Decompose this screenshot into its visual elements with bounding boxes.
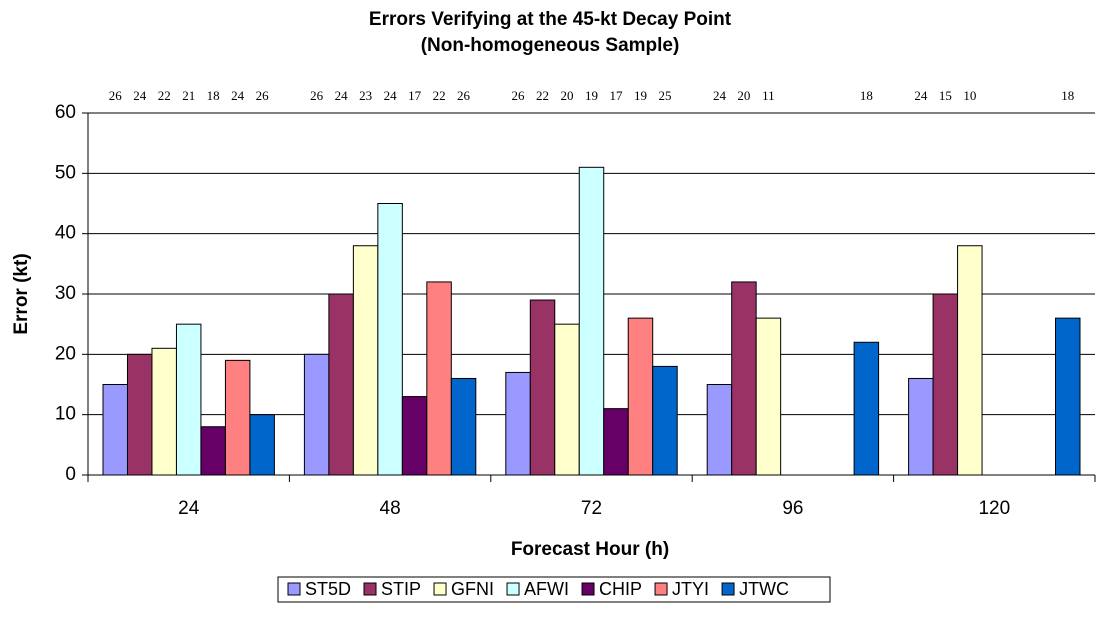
sample-size-label: 24 <box>914 88 928 103</box>
legend-swatch <box>433 582 447 596</box>
legend-swatch <box>506 582 520 596</box>
bar <box>652 365 678 476</box>
legend-label: CHIP <box>599 579 642 599</box>
bar <box>957 245 983 476</box>
bar <box>352 245 379 476</box>
bar <box>578 166 605 476</box>
bar <box>126 353 153 476</box>
sample-size-label: 22 <box>158 88 171 103</box>
sample-size-label: 18 <box>207 88 220 103</box>
sample-size-label: 24 <box>384 88 398 103</box>
y-tick-label: 60 <box>55 102 76 123</box>
sample-size-label: 24 <box>335 88 349 103</box>
sample-size-label: 19 <box>634 88 647 103</box>
bar <box>151 347 177 476</box>
bar <box>328 293 354 476</box>
sample-size-label: 23 <box>359 88 372 103</box>
y-tick-label: 20 <box>55 343 76 364</box>
sample-size-label: 26 <box>457 88 471 103</box>
sample-size-label: 20 <box>737 88 750 103</box>
sample-size-label: 19 <box>585 88 598 103</box>
sample-size-label: 26 <box>109 88 123 103</box>
bar <box>175 323 202 476</box>
x-tick-label: 48 <box>380 498 401 519</box>
y-tick-label: 40 <box>55 223 76 244</box>
legend-label: ST5D <box>305 579 351 599</box>
bar <box>505 371 531 476</box>
legend-swatch <box>287 582 301 596</box>
sample-size-label: 10 <box>963 88 976 103</box>
sample-size-label: 21 <box>182 88 195 103</box>
y-tick-label: 10 <box>55 404 76 425</box>
legend-label: GFNI <box>451 579 494 599</box>
sample-size-label: 26 <box>256 88 270 103</box>
bar <box>853 341 880 476</box>
x-tick-label: 72 <box>581 498 602 519</box>
legend-label: JTYI <box>672 579 709 599</box>
bar <box>755 317 782 476</box>
bar <box>200 426 226 476</box>
y-tick-label: 50 <box>55 162 76 183</box>
y-tick-label: 30 <box>55 283 76 304</box>
sample-size-label: 24 <box>713 88 727 103</box>
sample-size-label: 15 <box>939 88 952 103</box>
legend-swatch <box>363 582 377 596</box>
bar <box>603 408 629 476</box>
legend-label: AFWI <box>524 579 569 599</box>
bar <box>908 377 934 476</box>
bar <box>426 281 452 476</box>
bar <box>224 359 251 476</box>
legend-swatch <box>581 582 595 596</box>
sample-size-label: 11 <box>762 88 775 103</box>
legend-swatch <box>721 582 735 596</box>
bar <box>377 203 403 476</box>
bar <box>932 293 959 476</box>
sample-size-label: 24 <box>231 88 245 103</box>
sample-size-label: 24 <box>133 88 147 103</box>
x-tick-label: 24 <box>178 498 200 519</box>
bar <box>401 396 428 476</box>
sample-size-label: 18 <box>1061 88 1074 103</box>
sample-size-label: 26 <box>310 88 324 103</box>
x-tick-label: 96 <box>782 498 803 519</box>
legend-label: JTWC <box>739 579 789 599</box>
x-tick-label: 120 <box>978 498 1010 519</box>
bar <box>706 384 733 476</box>
sample-size-label: 17 <box>609 88 623 103</box>
bar <box>627 317 654 476</box>
legend-swatch <box>654 582 668 596</box>
sample-size-label: 22 <box>433 88 446 103</box>
sample-size-label: 20 <box>561 88 574 103</box>
sample-size-label: 22 <box>536 88 549 103</box>
legend-label: STIP <box>381 579 421 599</box>
chart-subtitle: (Non-homogeneous Sample) <box>421 35 680 56</box>
bar <box>1055 317 1081 476</box>
bar <box>303 353 330 476</box>
bar <box>554 323 580 476</box>
bar <box>731 281 757 476</box>
chart-title: Errors Verifying at the 45-kt Decay Poin… <box>369 9 732 30</box>
sample-size-label: 18 <box>860 88 873 103</box>
bar <box>249 414 275 476</box>
sample-size-label: 25 <box>658 88 671 103</box>
y-axis-title: Error (kt) <box>11 253 32 334</box>
sample-size-label: 17 <box>408 88 422 103</box>
bar <box>102 384 128 476</box>
y-tick-label: 0 <box>65 464 76 485</box>
bar <box>450 377 477 476</box>
bar <box>529 299 556 476</box>
x-axis-title: Forecast Hour (h) <box>511 539 669 560</box>
sample-size-label: 26 <box>512 88 526 103</box>
